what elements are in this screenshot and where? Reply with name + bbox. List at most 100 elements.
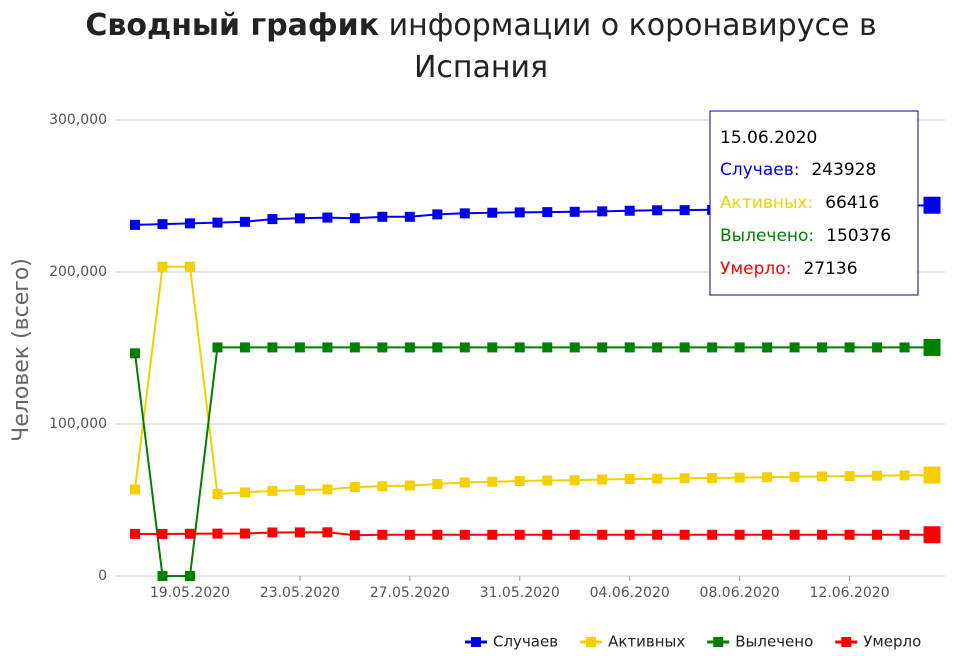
point [432, 209, 443, 220]
point [569, 475, 580, 486]
point [734, 472, 745, 483]
point [294, 485, 305, 496]
point [542, 529, 553, 540]
x-tick-label: 31.05.2020 [480, 585, 560, 601]
point [349, 530, 360, 541]
legend-marker [841, 637, 852, 647]
point [597, 529, 608, 540]
point [487, 476, 498, 487]
point [239, 342, 250, 353]
legend-label: Случаев [493, 633, 558, 651]
legend-item: Вылечено [707, 633, 813, 651]
point [239, 216, 250, 227]
point [707, 529, 718, 540]
title-rest: информации о коронавирусе в [389, 8, 877, 43]
point [817, 529, 828, 540]
point [542, 475, 553, 486]
y-axis-label: Человек (всего) [9, 258, 34, 442]
x-tick-label: 12.06.2020 [809, 585, 889, 601]
y-tick-label: 100,000 [49, 416, 107, 432]
point [349, 482, 360, 493]
point [267, 214, 278, 225]
legend-label: Активных [608, 633, 685, 651]
point [130, 528, 140, 539]
point [487, 207, 498, 218]
point [267, 527, 278, 538]
point [762, 342, 773, 353]
point [789, 471, 800, 482]
point [652, 342, 663, 353]
legend-marker [713, 637, 724, 647]
point [624, 529, 635, 540]
title-bold: Сводный график [85, 8, 379, 43]
title-rest-line2: Испания [414, 50, 548, 85]
legend-item: Активных [580, 633, 685, 651]
point [459, 342, 470, 353]
point [789, 342, 800, 353]
series-line [134, 265, 933, 495]
point [157, 219, 168, 230]
point [872, 342, 883, 353]
tooltip-value: 27136 [803, 259, 857, 279]
point [184, 218, 195, 229]
x-tick-label: 08.06.2020 [700, 585, 780, 601]
point [817, 342, 828, 353]
point [569, 342, 580, 353]
point [624, 342, 635, 353]
point [212, 342, 223, 353]
point [844, 529, 855, 540]
x-tick-label: 23.05.2020 [260, 585, 340, 601]
point [817, 471, 828, 482]
point [212, 528, 223, 539]
point [212, 488, 223, 499]
point [597, 474, 608, 485]
point [157, 528, 168, 539]
point [322, 527, 333, 538]
point [130, 484, 140, 495]
point [377, 342, 388, 353]
legend-item: Умерло [835, 633, 921, 651]
point [377, 529, 388, 540]
point [652, 473, 663, 484]
point [789, 529, 800, 540]
point [652, 205, 663, 216]
point [487, 529, 498, 540]
tooltip-label: Активных: [720, 193, 813, 213]
x-tick-label: 04.06.2020 [590, 585, 670, 601]
tooltip: 15.06.2020 Случаев: 243928 Активных: 66416 Вы… [709, 110, 919, 296]
tooltip-value: 150376 [826, 226, 891, 246]
point [130, 219, 140, 230]
point [923, 338, 941, 356]
point [432, 342, 443, 353]
point [762, 529, 773, 540]
point [514, 342, 525, 353]
point [707, 342, 718, 353]
tooltip-label: Умерло: [720, 259, 791, 279]
point [679, 473, 690, 484]
point [514, 207, 525, 218]
point [184, 528, 195, 539]
point [872, 470, 883, 481]
point [679, 342, 690, 353]
legend-marker [471, 637, 481, 647]
series-line [134, 531, 932, 537]
point [514, 476, 525, 486]
point [679, 205, 690, 216]
point [212, 217, 223, 228]
point [130, 348, 140, 359]
point [239, 487, 250, 498]
point [734, 529, 745, 540]
x-tick-label: 27.05.2020 [370, 585, 450, 601]
series-line [134, 346, 932, 577]
point [404, 480, 415, 491]
point [923, 196, 941, 214]
point [459, 208, 470, 219]
point [542, 342, 553, 353]
point [923, 466, 941, 484]
point [459, 529, 470, 540]
point [844, 342, 855, 353]
tooltip-label: Вылечено: [720, 226, 814, 246]
point [432, 479, 443, 490]
point [597, 206, 608, 217]
point [322, 484, 333, 495]
